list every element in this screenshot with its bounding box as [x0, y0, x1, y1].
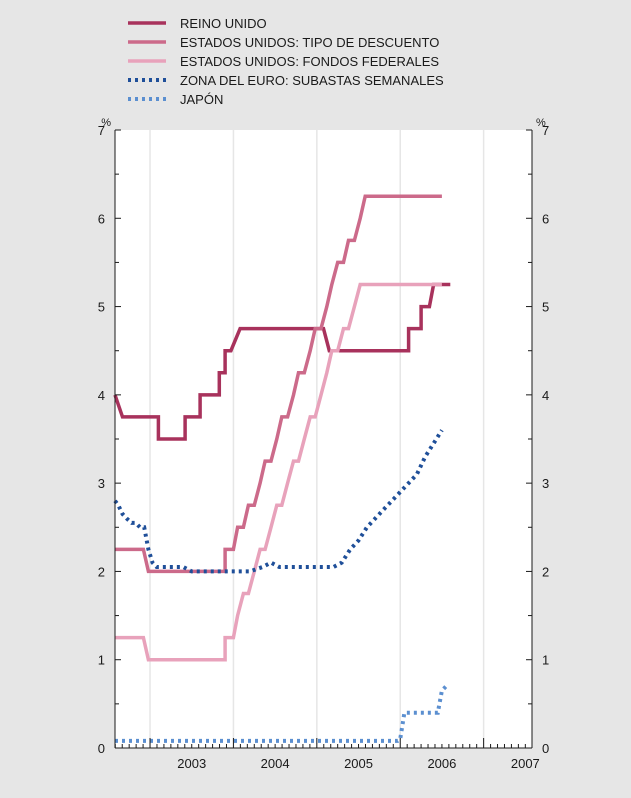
- legend-label: JAPÓN: [180, 92, 223, 107]
- y-tick-label-left: 7: [98, 123, 105, 138]
- y-tick-label-right: 1: [542, 653, 549, 668]
- right-unit-label: %: [536, 117, 546, 129]
- legend-label: REINO UNIDO: [180, 16, 267, 31]
- left-unit-label: %: [101, 117, 111, 129]
- series-line-2: [115, 194, 442, 574]
- y-tick-label-right: 5: [542, 300, 549, 315]
- legend: REINO UNIDO ESTADOS UNIDOS: TIPO DE DESCU…: [128, 16, 444, 107]
- series-line-3: [115, 282, 442, 662]
- y-tick-label-left: 1: [98, 653, 105, 668]
- series-layer: [113, 194, 451, 743]
- series-line-1: [113, 282, 451, 441]
- y-tick-label-left: 0: [98, 741, 105, 756]
- y-tick-label-left: 6: [98, 211, 105, 226]
- y-tick-label-left: 5: [98, 300, 105, 315]
- y-tick-label-right: 2: [542, 564, 549, 579]
- y-tick-label-right: 6: [542, 211, 549, 226]
- y-tick-label-right: 0: [542, 741, 549, 756]
- series-line-4: [113, 429, 444, 574]
- x-tick-label: 2003: [177, 756, 206, 771]
- x-tick-label: 2005: [344, 756, 373, 771]
- legend-label: ESTADOS UNIDOS: TIPO DE DESCUENTO: [180, 35, 439, 50]
- x-tick-label: 2006: [427, 756, 456, 771]
- x-tick-label: 2007: [511, 756, 540, 771]
- y-tick-label-left: 3: [98, 476, 105, 491]
- y-tick-label-right: 3: [542, 476, 549, 491]
- legend-label: ZONA DEL EURO: SUBASTAS SEMANALES: [180, 73, 444, 88]
- x-tick-label: 2004: [261, 756, 290, 771]
- legend-label: ESTADOS UNIDOS: FONDOS FEDERALES: [180, 54, 439, 69]
- y-tick-label-left: 2: [98, 564, 105, 579]
- y-tick-label-left: 4: [98, 388, 105, 403]
- axes: 0 0 1 1 2 2 3 3 4 4 5 5 6 6 7 7 2003 2004 2005 2006 2007: [98, 123, 549, 771]
- y-tick-label-right: 7: [542, 123, 549, 138]
- y-tick-label-right: 4: [542, 388, 549, 403]
